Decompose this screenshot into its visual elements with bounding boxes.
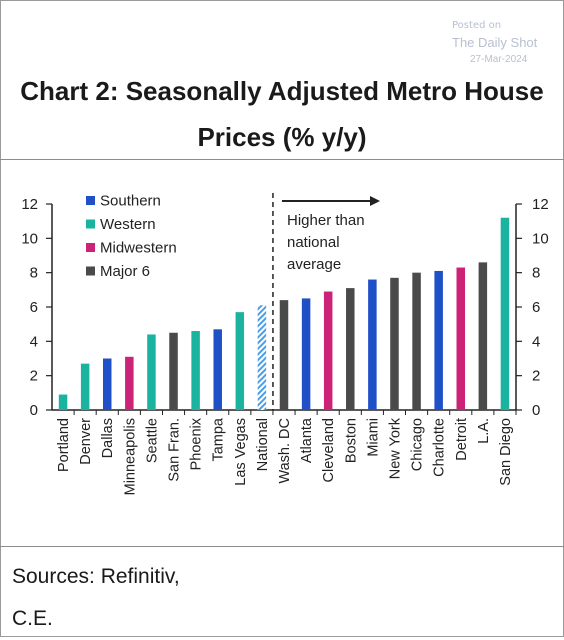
bar-wash-dc: [279, 300, 289, 410]
x-tick-label: L.A.: [476, 418, 492, 444]
bar-chicago: [412, 272, 421, 410]
legend-swatch: [86, 266, 95, 276]
x-tick-label: Denver: [78, 418, 94, 465]
bar-dallas: [102, 358, 112, 410]
bar-charlotte: [434, 270, 443, 410]
x-tick-label: Cleveland: [321, 418, 337, 483]
bar-new-york: [390, 277, 399, 410]
bar-chart: 0 0 2 2 4 4 6 6 8 8 10 10 12 12 Portland Denver Dallas M…: [21, 193, 549, 496]
y-tick-label-right: 6: [532, 299, 540, 316]
y-tick-label-left: 8: [30, 265, 38, 282]
bar-miami: [368, 279, 377, 410]
x-tick-label: Las Vegas: [233, 418, 249, 486]
legend-label: Midwestern: [100, 240, 177, 257]
sources-line2: C.E.: [12, 607, 53, 630]
x-tick-label: Wash. DC: [277, 418, 293, 484]
x-tick-label: Miami: [365, 418, 381, 457]
x-tick-label: National: [255, 418, 271, 471]
x-tick-label: Atlanta: [299, 417, 315, 463]
y-tick-label-left: 4: [30, 333, 38, 350]
watermark-source: The Daily Shot: [452, 35, 538, 50]
y-tick-label-right: 2: [532, 368, 540, 385]
bar-minneapolis: [125, 356, 134, 410]
legend-label: Western: [100, 216, 156, 233]
legend-label: Major 6: [100, 263, 150, 280]
x-tick-label: New York: [387, 417, 403, 479]
watermark-posted: Posted on: [452, 20, 502, 31]
x-tick-label: Charlotte: [432, 418, 448, 477]
x-tick-label: Tampa: [211, 417, 227, 461]
bar-portland: [58, 394, 68, 410]
annotation-text: national: [287, 234, 340, 251]
y-tick-label-left: 6: [30, 299, 38, 316]
y-tick-label-right: 4: [532, 333, 540, 350]
footer-divider: [0, 546, 564, 547]
x-tick-label: San Fran.: [167, 418, 183, 482]
bar-denver: [80, 363, 90, 410]
y-tick-label-right: 10: [532, 230, 549, 247]
legend-swatch: [86, 196, 95, 205]
x-tick-label: Boston: [343, 418, 359, 463]
chart-title: Chart 2: Seasonally Adjusted Metro House…: [0, 68, 564, 160]
watermark-date: 27-Mar-2024: [470, 54, 528, 65]
x-tick-label: Minneapolis: [122, 418, 138, 495]
x-tick-label: Detroit: [454, 418, 470, 461]
y-tick-label-right: 12: [532, 196, 549, 213]
chart-title-line2: Prices (% y/y): [197, 122, 367, 152]
x-tick-label: San Diego: [498, 418, 514, 486]
x-tick-label: Phoenix: [189, 417, 205, 470]
bar-l-a-: [478, 262, 488, 410]
annotation-text: Higher than: [287, 212, 365, 229]
y-tick-label-right: 0: [532, 402, 540, 419]
y-tick-label-left: 2: [30, 368, 38, 385]
y-tick-label-left: 0: [30, 402, 38, 419]
bar-san-diego: [500, 217, 510, 410]
sources-line1: Sources: Refinitiv,: [12, 565, 180, 588]
sources-note: Sources: Refinitiv, C.E.: [12, 556, 180, 640]
x-tick-label: Seattle: [144, 418, 160, 463]
title-divider: [0, 159, 564, 160]
y-tick-label-left: 10: [21, 230, 38, 247]
legend-label: Southern: [100, 193, 161, 210]
legend-swatch: [86, 219, 95, 229]
bar-tampa: [213, 329, 222, 410]
bar-seattle: [147, 334, 156, 410]
y-tick-label-right: 8: [532, 265, 540, 282]
bar-san-fran-: [169, 332, 178, 410]
bar-detroit: [456, 267, 466, 410]
bar-phoenix: [191, 331, 200, 410]
bar-atlanta: [301, 298, 311, 410]
bar-las-vegas: [235, 312, 245, 410]
bar-cleveland: [323, 291, 333, 410]
legend-swatch: [86, 243, 95, 252]
x-tick-label: Chicago: [410, 418, 426, 471]
bar-national: [257, 305, 267, 410]
annotation-arrow-head: [370, 196, 380, 206]
annotation-text: average: [287, 256, 341, 273]
y-tick-label-left: 12: [21, 196, 38, 213]
x-tick-label: Portland: [56, 418, 72, 472]
bar-boston: [346, 288, 355, 410]
chart-title-line1: Chart 2: Seasonally Adjusted Metro House: [20, 76, 544, 106]
x-tick-label: Dallas: [100, 418, 116, 458]
